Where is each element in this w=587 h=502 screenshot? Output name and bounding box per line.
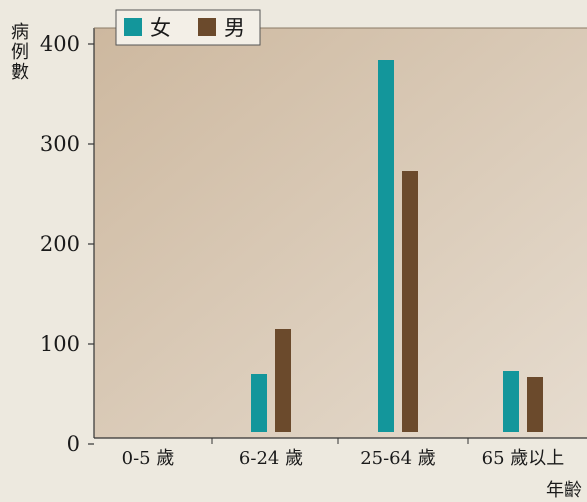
- y-axis-ticks: 0 100 200 300 400: [40, 32, 94, 456]
- legend: 女男: [115, 9, 261, 46]
- x-category-label: 0-5 歲: [122, 448, 175, 469]
- legend-swatch: [198, 18, 216, 36]
- svg-text:病例數: 病例數: [11, 22, 29, 83]
- bar-male-1: [275, 329, 291, 432]
- bar-male-2: [402, 171, 418, 432]
- y-tick-label: 200: [40, 232, 80, 256]
- bar-male-3: [527, 377, 543, 432]
- x-category-label: 25-64 歲: [360, 448, 436, 469]
- y-tick-label: 400: [40, 32, 80, 56]
- bar-female-2: [378, 60, 394, 432]
- y-tick-label: 300: [40, 132, 80, 156]
- legend-label: 女: [150, 16, 171, 40]
- legend-label: 男: [224, 16, 245, 40]
- bar-female-3: [503, 371, 519, 432]
- bar-female-1: [251, 374, 267, 432]
- plot-area: [94, 28, 587, 438]
- x-axis-title: 年齡: [546, 480, 582, 501]
- y-axis-title: 病例數: [11, 22, 29, 83]
- x-category-label: 6-24 歲: [239, 448, 303, 469]
- bars: [251, 60, 543, 432]
- y-tick-label: 100: [40, 332, 80, 356]
- legend-swatch: [124, 18, 142, 36]
- x-axis-ticks: 0-5 歲 6-24 歲 25-64 歲 65 歲以上: [122, 438, 565, 469]
- y-tick-label: 0: [67, 432, 80, 456]
- x-category-label: 65 歲以上: [482, 448, 565, 469]
